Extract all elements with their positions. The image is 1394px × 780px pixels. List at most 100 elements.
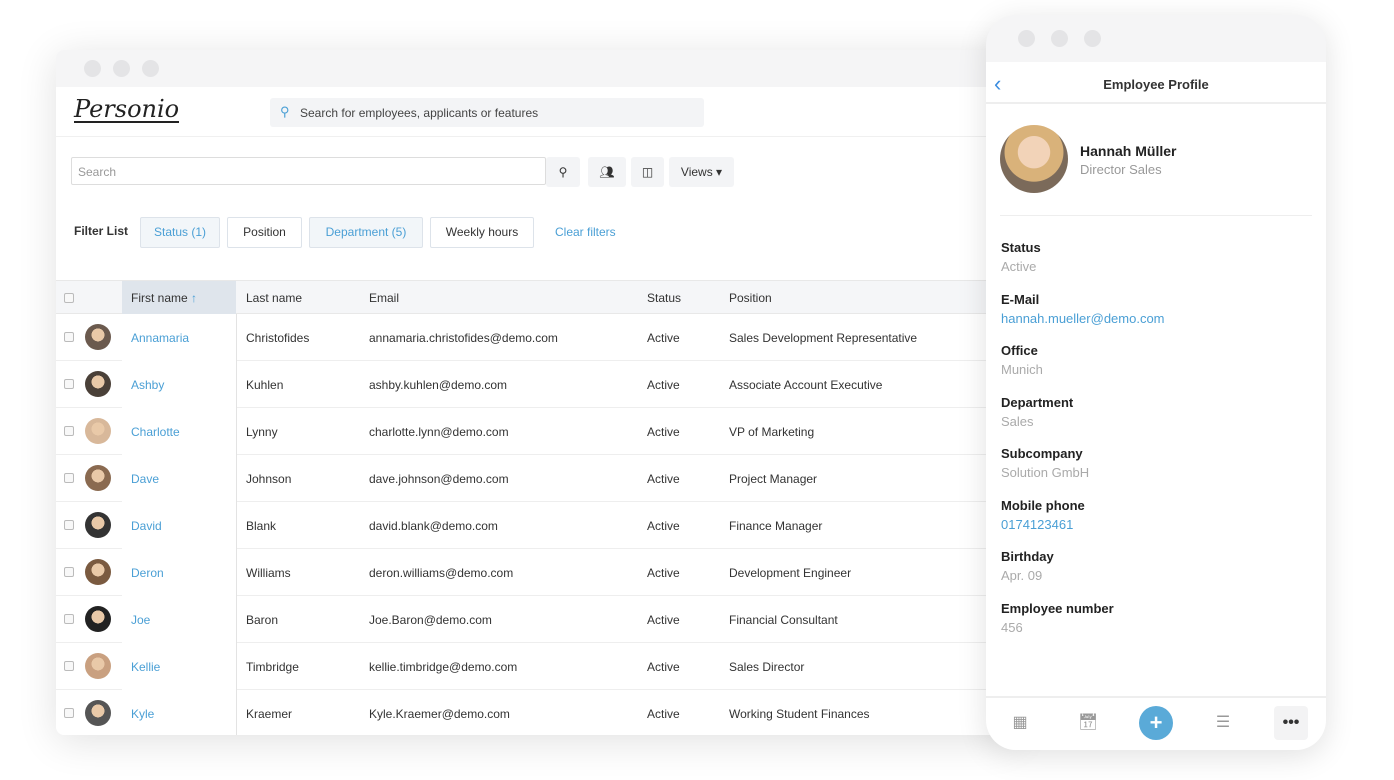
status: Active xyxy=(647,472,680,486)
table-row[interactable]: Ashby Kuhlen ashby.kuhlen@demo.com Activ… xyxy=(56,361,1016,408)
row-checkbox[interactable] xyxy=(64,520,74,530)
filter-department[interactable]: Department (5) xyxy=(309,217,423,248)
table-row[interactable]: Joe Baron Joe.Baron@demo.com Active Fina… xyxy=(56,596,1016,643)
search-icon: ⚲ xyxy=(280,104,290,119)
first-name-link[interactable]: Deron xyxy=(131,566,164,580)
email: charlotte.lynn@demo.com xyxy=(369,425,509,439)
people-list-icon: ☰ xyxy=(1215,714,1231,731)
filter-list-label: Filter List xyxy=(74,224,129,238)
last-name: Blank xyxy=(246,519,277,533)
field-value: Munich xyxy=(1001,362,1043,377)
row-checkbox[interactable] xyxy=(64,614,74,624)
email: annamaria.christofides@demo.com xyxy=(369,331,558,345)
users-icon: 👥︎ xyxy=(599,165,615,179)
status: Active xyxy=(647,613,680,627)
column-first-name[interactable]: First name ↑ xyxy=(131,291,198,305)
first-name-link[interactable]: Annamaria xyxy=(131,331,190,345)
dashboard-tab[interactable]: ▦ xyxy=(1003,706,1037,740)
email: kellie.timbridge@demo.com xyxy=(369,660,518,674)
avatar xyxy=(85,512,111,538)
first-name-link[interactable]: Kellie xyxy=(131,660,161,674)
row-checkbox[interactable] xyxy=(64,379,74,389)
filter-position[interactable]: Position xyxy=(227,217,302,248)
avatar xyxy=(85,700,111,726)
window-dot[interactable] xyxy=(84,60,101,77)
window-dot[interactable] xyxy=(142,60,159,77)
first-name-link[interactable]: Joe xyxy=(131,613,151,627)
more-icon: ••• xyxy=(1282,714,1300,731)
columns-icon: ◫ xyxy=(641,165,654,179)
column-email[interactable]: Email xyxy=(369,291,400,305)
last-name: Kuhlen xyxy=(246,378,284,392)
email: Kyle.Kraemer@demo.com xyxy=(369,707,510,721)
back-chevron-icon[interactable]: ‹ xyxy=(994,71,1002,96)
people-tab[interactable]: ☰ xyxy=(1206,706,1240,740)
field-label: E-Mail xyxy=(1001,291,1040,307)
avatar xyxy=(85,465,111,491)
filter-status[interactable]: Status (1) xyxy=(140,217,220,248)
field-label: Employee number xyxy=(1001,600,1114,616)
row-checkbox[interactable] xyxy=(64,708,74,718)
table-row[interactable]: Annamaria Christofides annamaria.christo… xyxy=(56,314,1016,361)
filter-weekly-hours[interactable]: Weekly hours xyxy=(430,217,534,248)
title-bar xyxy=(56,50,1016,87)
add-button[interactable]: + xyxy=(1139,706,1173,740)
position: Associate Account Executive xyxy=(729,378,883,392)
first-name-link[interactable]: Kyle xyxy=(131,707,155,721)
columns-button[interactable]: ◫ xyxy=(631,157,664,187)
row-checkbox[interactable] xyxy=(64,426,74,436)
profile-field: Birthday Apr. 09 xyxy=(1001,549,1054,583)
search-icon: ⚲ xyxy=(558,165,568,179)
email: Joe.Baron@demo.com xyxy=(369,613,492,627)
field-value[interactable]: hannah.mueller@demo.com xyxy=(1001,310,1165,326)
row-checkbox[interactable] xyxy=(64,567,74,577)
column-status[interactable]: Status xyxy=(647,291,682,305)
first-name-link[interactable]: Charlotte xyxy=(131,425,180,439)
calendar-tab[interactable]: 📅︎ xyxy=(1071,706,1105,740)
column-last-name[interactable]: Last name xyxy=(246,291,303,305)
group-button[interactable]: 👥︎ xyxy=(588,157,626,187)
profile-screen: ‹ Employee Profile Hannah Müller Director… xyxy=(986,62,1326,750)
field-value[interactable]: 0174123461 xyxy=(1001,516,1074,532)
email: ashby.kuhlen@demo.com xyxy=(369,378,508,392)
avatar xyxy=(1000,125,1068,193)
row-checkbox[interactable] xyxy=(64,473,74,483)
profile-field: Mobile phone 0174123461 xyxy=(1001,498,1085,532)
profile-field: Subcompany Solution GmbH xyxy=(1001,446,1089,480)
search-button[interactable]: ⚲ xyxy=(546,157,580,187)
avatar xyxy=(85,653,111,679)
status: Active xyxy=(647,566,680,580)
window-dot[interactable] xyxy=(113,60,130,77)
status: Active xyxy=(647,660,680,674)
first-name-link[interactable]: Dave xyxy=(131,472,160,486)
first-name-link[interactable]: David xyxy=(131,519,162,533)
status: Active xyxy=(647,519,680,533)
list-search-input[interactable]: Search xyxy=(71,157,546,185)
row-checkbox[interactable] xyxy=(64,661,74,671)
more-tab[interactable]: ••• xyxy=(1274,706,1308,740)
personio-logo[interactable]: Personio xyxy=(74,95,180,123)
field-value: Apr. 09 xyxy=(1001,568,1043,583)
column-position[interactable]: Position xyxy=(729,291,772,305)
table-row[interactable]: Kellie Timbridge kellie.timbridge@demo.c… xyxy=(56,643,1016,690)
select-all-checkbox[interactable] xyxy=(64,293,74,303)
table-row[interactable]: Deron Williams deron.williams@demo.com A… xyxy=(56,549,1016,596)
global-search-input[interactable]: ⚲ Search for employees, applicants or fea… xyxy=(270,98,704,127)
profile-field: Status Active xyxy=(1001,240,1041,274)
clear-filters-link[interactable]: Clear filters xyxy=(555,225,616,239)
avatar xyxy=(85,371,111,397)
window-dot xyxy=(1018,30,1035,47)
profile-field: Office Munich xyxy=(1001,343,1043,377)
table-row[interactable]: Dave Johnson dave.johnson@demo.com Activ… xyxy=(56,455,1016,502)
last-name: Johnson xyxy=(246,472,292,486)
views-dropdown[interactable]: Views ▾ xyxy=(669,157,734,187)
last-name: Williams xyxy=(246,566,291,580)
table-row[interactable]: David Blank david.blank@demo.com Active … xyxy=(56,502,1016,549)
email: david.blank@demo.com xyxy=(369,519,498,533)
row-checkbox[interactable] xyxy=(64,332,74,342)
table-row[interactable]: Charlotte Lynny charlotte.lynn@demo.com … xyxy=(56,408,1016,455)
position: Project Manager xyxy=(729,472,818,486)
table-row[interactable]: Kyle Kraemer Kyle.Kraemer@demo.com Activ… xyxy=(56,690,1016,735)
email: dave.johnson@demo.com xyxy=(369,472,509,486)
first-name-link[interactable]: Ashby xyxy=(131,378,165,392)
